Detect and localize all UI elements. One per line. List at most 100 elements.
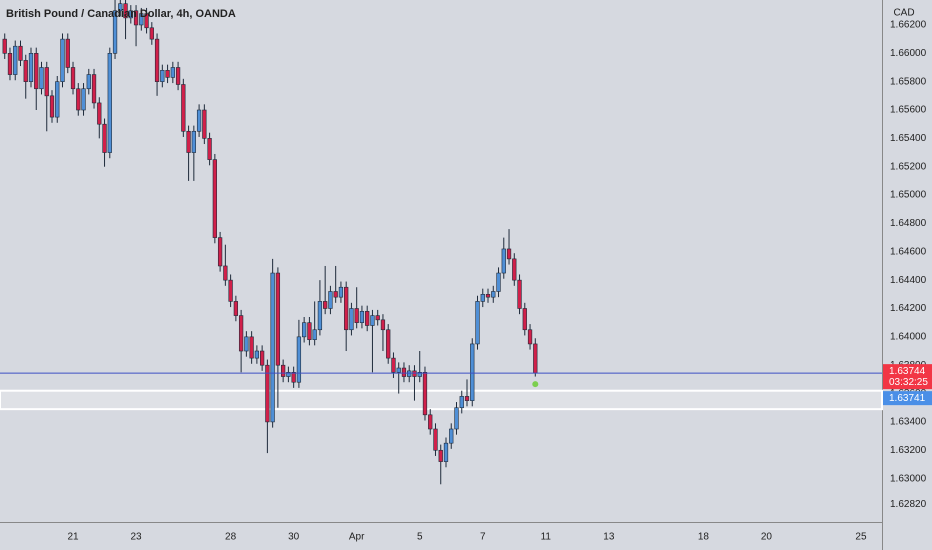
candle-body	[391, 357, 396, 373]
candle-body	[323, 301, 328, 309]
candle-body	[485, 294, 491, 298]
candle-body	[317, 301, 323, 331]
candle-body	[396, 367, 401, 373]
y-tick-label: 1.63200	[890, 445, 927, 456]
candle-body	[365, 311, 370, 326]
candle-body	[275, 272, 281, 366]
candle-body	[170, 67, 175, 78]
marker-dot	[532, 381, 539, 388]
candle-body	[160, 70, 165, 82]
candle-body	[259, 350, 265, 366]
candle-body	[249, 336, 254, 359]
candle-body	[144, 13, 149, 29]
y-tick-label: 1.63400	[890, 417, 927, 428]
candle-body	[270, 272, 275, 423]
candle-body	[338, 286, 344, 298]
candle-body	[328, 291, 333, 309]
x-tick-label: 11	[541, 532, 552, 543]
candle-body	[501, 248, 506, 274]
y-tick-label: 1.66000	[890, 48, 927, 59]
zone	[0, 389, 883, 411]
y-tick-label: 1.64000	[890, 331, 927, 342]
y-tick-label: 1.63000	[890, 473, 927, 484]
x-tick-label: 7	[480, 532, 486, 543]
x-tick-label: 30	[288, 532, 300, 543]
candle-body	[527, 329, 533, 345]
candle-body	[464, 396, 470, 401]
y-tick-label: 1.65000	[890, 190, 927, 201]
y-tick-label: 1.65400	[890, 133, 927, 144]
candle-body	[370, 315, 375, 326]
candle-body	[233, 301, 239, 316]
candle-body	[344, 286, 349, 331]
x-tick-label: 5	[417, 532, 423, 543]
candle-body	[202, 109, 207, 139]
line-label: 1.63741	[889, 393, 926, 404]
candle-body	[522, 308, 527, 331]
candle-body	[76, 88, 81, 111]
candle-body	[7, 53, 13, 75]
candle-body	[223, 265, 228, 281]
y-tick-label: 1.64800	[890, 218, 927, 229]
candle-body	[149, 27, 154, 40]
candle-body	[359, 311, 365, 323]
candle-body	[407, 370, 412, 377]
y-tick-label: 1.62820	[890, 499, 927, 510]
price-label-box	[883, 364, 932, 390]
candle-body	[307, 322, 312, 340]
candle-body	[49, 95, 55, 118]
candle-body	[55, 81, 60, 118]
x-tick-label: 20	[761, 532, 773, 543]
candle-body	[102, 123, 107, 153]
candle-body	[186, 130, 191, 153]
candle-body	[517, 279, 522, 309]
candle-body	[2, 38, 7, 54]
candle-body	[139, 13, 144, 26]
candle-body	[333, 291, 338, 298]
candle-body	[91, 74, 97, 104]
candle-body	[286, 371, 291, 377]
y-tick-label: 1.65600	[890, 105, 927, 116]
candle-body	[244, 336, 249, 352]
candle-body	[480, 294, 485, 302]
price-label: 1.63744	[889, 366, 926, 377]
x-tick-label: 28	[225, 532, 237, 543]
candle-body	[207, 138, 212, 160]
candle-body	[291, 371, 296, 383]
candle-body	[175, 67, 181, 85]
x-tick-label: 25	[855, 532, 867, 543]
x-tick-label: Apr	[349, 532, 365, 543]
chart-title: British Pound / Canadian Dollar, 4h, OAN…	[6, 8, 236, 20]
candle-body	[496, 272, 501, 292]
candle-body	[491, 291, 496, 298]
candle-body	[65, 38, 70, 68]
candle-body	[238, 315, 244, 352]
candle-body	[18, 45, 23, 61]
candle-body	[386, 329, 391, 359]
y-tick-label: 1.64400	[890, 275, 927, 286]
candle-body	[417, 371, 422, 377]
x-tick-label: 21	[67, 532, 79, 543]
y-tick-label: 1.66200	[890, 20, 927, 31]
candle-body	[349, 308, 354, 331]
candle-body	[217, 237, 223, 267]
candle-body	[191, 130, 196, 153]
candle-body	[354, 308, 359, 323]
candle-body	[107, 53, 112, 153]
candle-body	[401, 367, 407, 377]
candle-body	[302, 322, 307, 338]
countdown: 03:32:25	[889, 377, 928, 388]
candle-body	[212, 159, 217, 238]
y-tick-label: 1.64600	[890, 246, 927, 257]
candle-body	[112, 10, 118, 54]
candle-body	[265, 364, 270, 423]
currency: CAD	[893, 8, 914, 19]
candle-body	[118, 3, 123, 12]
candle-body	[133, 10, 139, 26]
x-tick-label: 18	[698, 532, 710, 543]
candle-body	[375, 315, 380, 321]
y-tick-label: 1.64200	[890, 303, 927, 314]
candle-body	[454, 407, 459, 430]
